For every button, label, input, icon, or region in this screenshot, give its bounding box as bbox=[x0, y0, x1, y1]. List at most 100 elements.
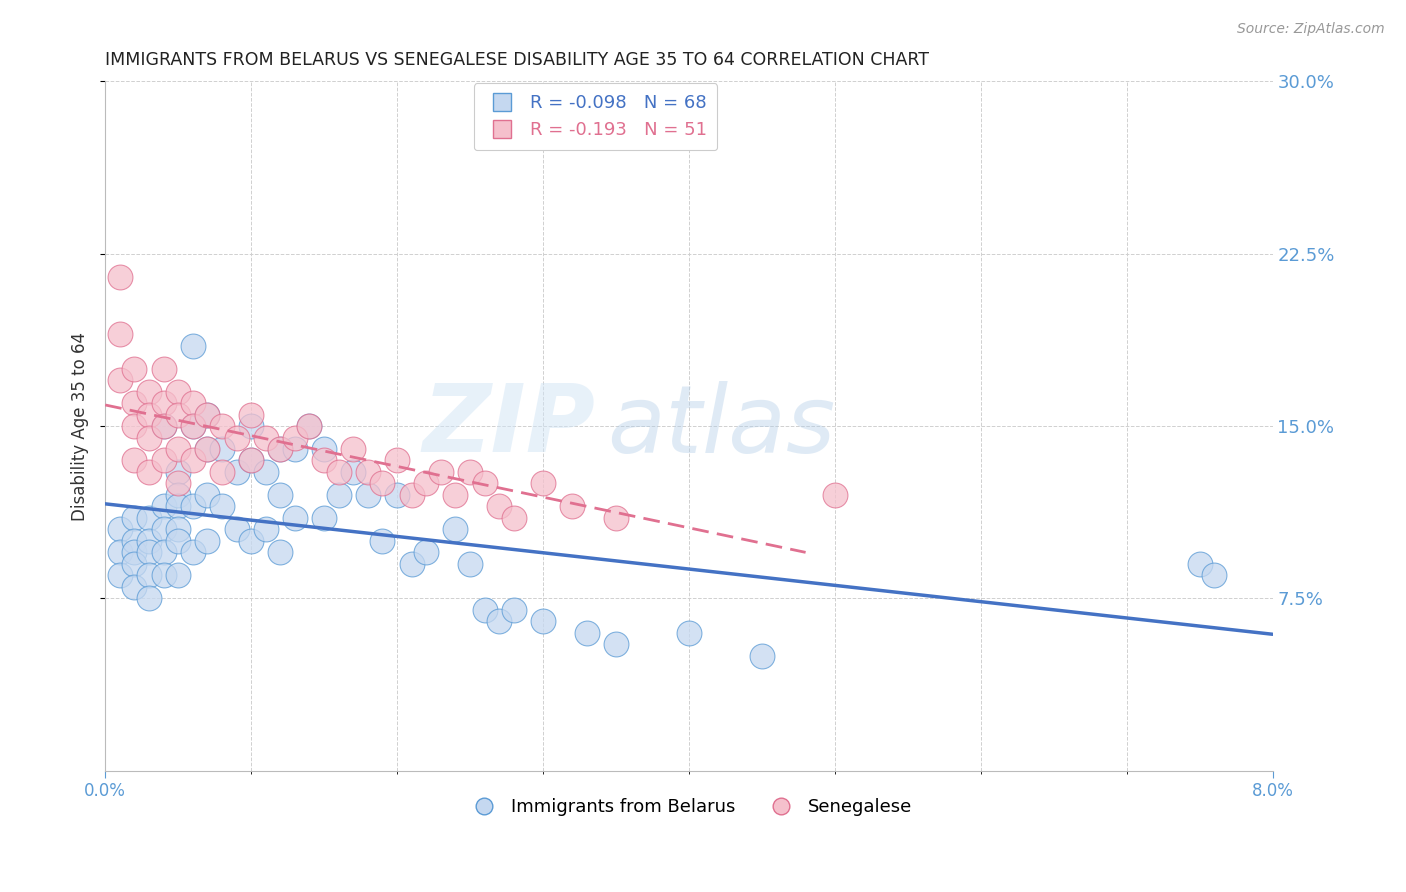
Point bbox=[181, 419, 204, 434]
Point bbox=[124, 580, 146, 594]
Point bbox=[167, 476, 190, 491]
Point bbox=[152, 419, 174, 434]
Point bbox=[108, 523, 131, 537]
Point bbox=[254, 465, 277, 479]
Point bbox=[269, 442, 291, 456]
Point bbox=[211, 442, 233, 456]
Point bbox=[167, 384, 190, 399]
Point bbox=[474, 603, 496, 617]
Point bbox=[167, 523, 190, 537]
Point bbox=[240, 533, 263, 548]
Point bbox=[124, 361, 146, 376]
Point bbox=[138, 430, 160, 444]
Point bbox=[240, 453, 263, 467]
Point bbox=[108, 269, 131, 284]
Point bbox=[357, 465, 380, 479]
Point bbox=[152, 568, 174, 582]
Point bbox=[195, 408, 218, 422]
Point bbox=[138, 591, 160, 606]
Point bbox=[254, 523, 277, 537]
Point bbox=[1188, 557, 1211, 571]
Point bbox=[167, 442, 190, 456]
Point bbox=[401, 557, 423, 571]
Point bbox=[298, 419, 321, 434]
Point bbox=[108, 545, 131, 559]
Point bbox=[152, 419, 174, 434]
Point bbox=[138, 384, 160, 399]
Point bbox=[167, 500, 190, 514]
Point bbox=[195, 408, 218, 422]
Point bbox=[342, 442, 364, 456]
Point bbox=[502, 511, 524, 525]
Text: IMMIGRANTS FROM BELARUS VS SENEGALESE DISABILITY AGE 35 TO 64 CORRELATION CHART: IMMIGRANTS FROM BELARUS VS SENEGALESE DI… bbox=[105, 51, 929, 69]
Point bbox=[605, 511, 627, 525]
Point bbox=[444, 488, 467, 502]
Point bbox=[152, 361, 174, 376]
Point bbox=[138, 533, 160, 548]
Legend: Immigrants from Belarus, Senegalese: Immigrants from Belarus, Senegalese bbox=[458, 791, 920, 823]
Point bbox=[824, 488, 846, 502]
Point bbox=[240, 419, 263, 434]
Point bbox=[195, 442, 218, 456]
Point bbox=[314, 442, 336, 456]
Point bbox=[458, 557, 481, 571]
Point bbox=[531, 476, 554, 491]
Point bbox=[269, 442, 291, 456]
Point bbox=[181, 396, 204, 410]
Point bbox=[314, 511, 336, 525]
Point bbox=[138, 511, 160, 525]
Point bbox=[138, 568, 160, 582]
Point bbox=[124, 419, 146, 434]
Point bbox=[225, 465, 247, 479]
Point bbox=[284, 511, 307, 525]
Point bbox=[444, 523, 467, 537]
Point bbox=[152, 396, 174, 410]
Point bbox=[152, 523, 174, 537]
Point bbox=[167, 488, 190, 502]
Point bbox=[138, 465, 160, 479]
Point bbox=[458, 465, 481, 479]
Point bbox=[211, 465, 233, 479]
Point bbox=[751, 648, 773, 663]
Point bbox=[138, 545, 160, 559]
Point bbox=[108, 373, 131, 387]
Point bbox=[181, 338, 204, 352]
Point bbox=[430, 465, 453, 479]
Point bbox=[488, 500, 510, 514]
Point bbox=[195, 533, 218, 548]
Point bbox=[124, 453, 146, 467]
Point bbox=[240, 453, 263, 467]
Point bbox=[415, 545, 437, 559]
Point bbox=[240, 408, 263, 422]
Point bbox=[474, 476, 496, 491]
Point bbox=[181, 419, 204, 434]
Point bbox=[124, 545, 146, 559]
Point bbox=[225, 523, 247, 537]
Point bbox=[605, 637, 627, 651]
Point bbox=[401, 488, 423, 502]
Point bbox=[167, 568, 190, 582]
Point bbox=[415, 476, 437, 491]
Point bbox=[152, 545, 174, 559]
Point bbox=[225, 430, 247, 444]
Point bbox=[342, 465, 364, 479]
Point bbox=[385, 488, 408, 502]
Point bbox=[502, 603, 524, 617]
Point bbox=[328, 488, 350, 502]
Point bbox=[124, 396, 146, 410]
Y-axis label: Disability Age 35 to 64: Disability Age 35 to 64 bbox=[72, 332, 89, 521]
Point bbox=[167, 533, 190, 548]
Point bbox=[561, 500, 583, 514]
Point bbox=[254, 430, 277, 444]
Text: ZIP: ZIP bbox=[423, 380, 596, 472]
Point bbox=[195, 442, 218, 456]
Point bbox=[167, 408, 190, 422]
Point bbox=[195, 488, 218, 502]
Point bbox=[181, 545, 204, 559]
Point bbox=[108, 568, 131, 582]
Point bbox=[108, 327, 131, 342]
Point bbox=[385, 453, 408, 467]
Point bbox=[371, 476, 394, 491]
Point bbox=[269, 545, 291, 559]
Point bbox=[152, 453, 174, 467]
